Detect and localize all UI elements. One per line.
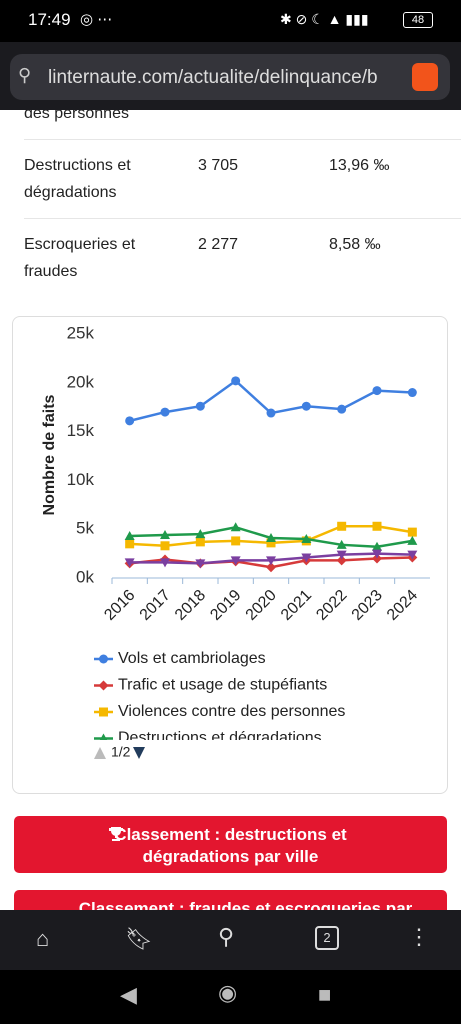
point	[231, 376, 241, 386]
x-tick-label: 2021	[278, 587, 315, 624]
row: Escroqueries et fraudes 2 277 8,58 ‰	[24, 219, 461, 297]
x-tick-label: 2024	[384, 587, 421, 624]
y-tick-label: 10k	[67, 470, 95, 489]
point	[266, 408, 276, 418]
point	[99, 733, 108, 740]
legend-label: Vols et cambriolages	[118, 650, 266, 667]
url-bar-area: ⚲ linternaute.com/actualite/delinquance/…	[0, 42, 461, 110]
x-tick-label: 2017	[137, 587, 174, 624]
point	[407, 527, 417, 537]
point	[301, 401, 311, 411]
y-axis-label: Nombre de faits	[41, 394, 58, 515]
legend-prev[interactable]	[94, 747, 106, 759]
cell: Destructions et dégradations	[24, 157, 131, 201]
url-bar[interactable]: ⚲ linternaute.com/actualite/delinquance/…	[10, 54, 450, 100]
chart: Nombre de faits Vols et cambriolages Traf…	[41, 323, 430, 760]
legend-next[interactable]	[133, 747, 145, 759]
point	[266, 532, 276, 542]
point	[266, 562, 276, 573]
tabs-count[interactable]: 2	[315, 926, 339, 950]
point	[301, 553, 312, 563]
point	[407, 550, 418, 560]
point	[195, 529, 206, 539]
point	[124, 558, 135, 568]
cell: 3 705	[198, 157, 239, 174]
point	[231, 536, 241, 546]
point	[372, 521, 382, 531]
point	[407, 535, 418, 545]
cell: 13,96 ‰	[329, 157, 390, 174]
point	[195, 559, 206, 569]
point	[98, 680, 109, 691]
point	[125, 416, 135, 426]
point	[372, 549, 382, 559]
system-nav: ◀ ◉ ■	[0, 970, 461, 1024]
chart-card	[12, 316, 448, 794]
point	[301, 533, 312, 543]
x-tick-label: 2020	[243, 587, 280, 624]
point	[99, 707, 108, 717]
point	[160, 558, 170, 568]
point	[337, 404, 347, 414]
point	[230, 522, 241, 532]
point	[336, 555, 347, 566]
url: linternaute.com/actualite/delinquance/b	[48, 67, 378, 88]
point	[337, 521, 347, 531]
y-tick-label: 0k	[76, 567, 94, 586]
point	[336, 539, 347, 549]
point	[160, 541, 170, 551]
x-tick-label: 2018	[172, 587, 209, 624]
y-tick-label: 25k	[67, 323, 95, 342]
row: Destructions et dégradations 3 705 13,96…	[24, 140, 461, 219]
point	[195, 537, 205, 547]
time: 17:49	[28, 10, 71, 29]
cell: 8,58 ‰	[329, 236, 381, 253]
point	[160, 530, 170, 540]
point	[407, 388, 417, 398]
x-tick-label: 2019	[207, 587, 244, 624]
point	[99, 654, 108, 664]
point	[230, 556, 241, 566]
point	[266, 538, 276, 548]
x-tick-label: 2022	[313, 587, 350, 624]
point	[372, 386, 382, 396]
cell: 2 277	[198, 236, 239, 253]
table: des personnes Destructions et dégradatio…	[24, 80, 461, 300]
x-tick-label: 2016	[101, 587, 138, 624]
legend-page: 1/2	[111, 744, 131, 760]
x-tick-label: 2023	[349, 587, 386, 624]
y-tick-label: 5k	[76, 519, 94, 538]
point	[266, 556, 276, 566]
legend-label: Destructions et dégradations	[118, 730, 322, 747]
point	[124, 531, 135, 541]
trophy-icon	[109, 827, 123, 841]
button-label: Classement : destructions et dégradation…	[114, 825, 347, 866]
legend-label: Violences contre des personnes	[118, 703, 345, 720]
point	[195, 401, 205, 411]
status-bar: 17:49 ◎ ⋯ ✱ ⊘ ☾ ▲ ▮▮▮ 48	[0, 0, 461, 42]
point	[160, 407, 170, 417]
bottom-nav: ⌂ 🔖︎ ⚲ 2 ⋮	[0, 910, 461, 970]
point	[336, 550, 347, 560]
battery: 48	[403, 12, 433, 28]
y-tick-label: 20k	[67, 372, 95, 391]
point	[125, 539, 135, 549]
point	[372, 541, 382, 551]
cell: Escroqueries et fraudes	[24, 236, 136, 280]
y-tick-label: 15k	[67, 421, 95, 440]
legend-label: Trafic et usage de stupéfiants	[118, 677, 327, 694]
button[interactable]: Classement : destructions et dégradation…	[14, 816, 447, 873]
